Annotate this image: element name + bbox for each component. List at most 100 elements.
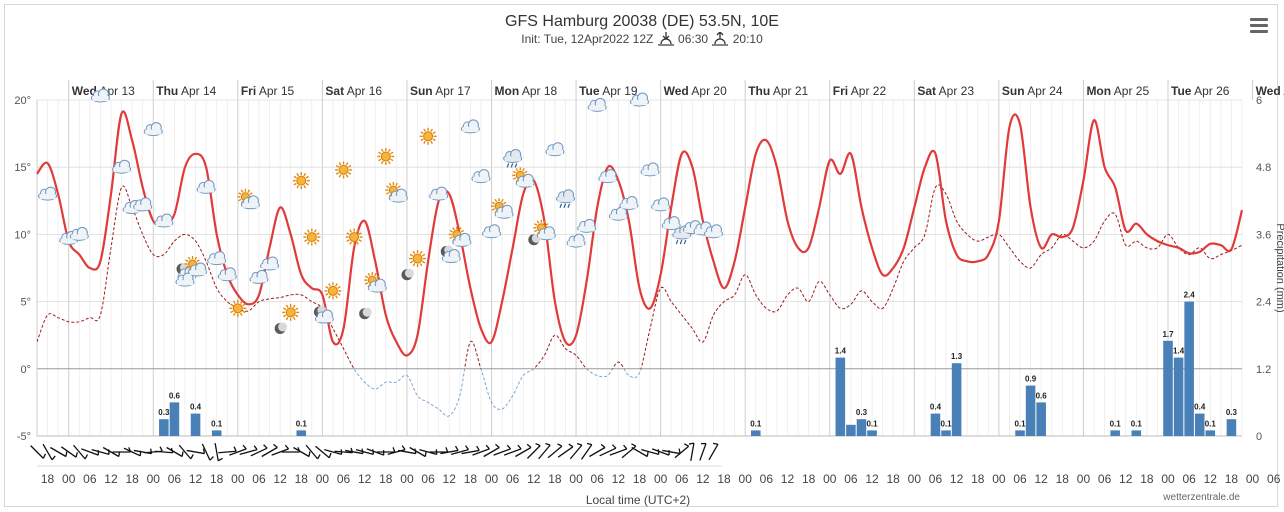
cloud-icon — [608, 206, 628, 221]
sun-ray — [432, 131, 436, 135]
sun-ray — [238, 198, 242, 202]
sun-ray — [338, 162, 342, 166]
wind-barb — [674, 443, 690, 459]
wind-barb-shaft — [569, 444, 583, 460]
day-label-weekday: Mon — [495, 84, 520, 98]
hour-label: 18 — [1225, 472, 1239, 486]
sun-ray — [230, 303, 234, 307]
cloud-part — [483, 231, 500, 237]
wind-barb-shaft — [293, 446, 310, 458]
precipitation-value-label: 1.3 — [951, 352, 963, 361]
precipitation-value-label: 0.1 — [1110, 419, 1122, 428]
sun-icon — [419, 127, 437, 145]
rain-icon — [503, 148, 523, 168]
wind-barb-flag — [611, 444, 617, 449]
precipitation-bar — [1226, 419, 1237, 436]
wind-barb-shaft — [631, 446, 648, 458]
rain-icon — [556, 189, 576, 208]
wind-barb-shaft — [515, 446, 532, 458]
hour-label: 00 — [992, 472, 1006, 486]
cloud-part — [39, 194, 56, 200]
wind-barb — [293, 446, 311, 458]
cloud-part — [589, 105, 606, 111]
cloud-part — [663, 223, 680, 229]
wind-barb — [60, 446, 78, 458]
precipitation-bar — [1173, 357, 1184, 436]
wind-barb-flag — [401, 445, 406, 451]
sun-ray — [423, 140, 426, 144]
wind-barb-flag — [454, 445, 459, 451]
y2-tick-label: 4.8 — [1256, 162, 1271, 174]
sun-ray — [295, 307, 299, 311]
y-tick-label: 0° — [20, 364, 31, 376]
wind-barb — [376, 447, 396, 453]
sun-ray — [239, 300, 243, 304]
hour-label: 06 — [168, 472, 182, 486]
precipitation-value-label: 0.1 — [866, 419, 878, 428]
precipitation-bar — [846, 424, 856, 436]
wind-barb-flag — [84, 454, 89, 460]
wind-barb-flag — [202, 448, 206, 454]
moon-shade — [362, 307, 372, 317]
y-tick-label: 5° — [20, 297, 31, 309]
sun-ray — [187, 256, 191, 261]
day-label-weekday: Fri — [833, 84, 848, 98]
menu-icon-bar — [1250, 30, 1268, 33]
sun-ray — [387, 160, 391, 165]
sun-disc — [232, 303, 243, 314]
hour-label: 12 — [527, 472, 541, 486]
hour-label: 12 — [358, 472, 372, 486]
wind-barb-shaft — [186, 449, 205, 455]
sunset-icon — [712, 31, 729, 46]
wind-barb-flag — [688, 442, 695, 445]
sun-cloud-icon — [512, 167, 535, 188]
wind-barb-shaft — [355, 449, 374, 455]
sun-ray — [335, 172, 340, 175]
sun-disc — [349, 232, 360, 243]
cloud-part — [219, 274, 236, 280]
wind-barb-shaft — [91, 449, 110, 455]
precipitation-value-label: 0.1 — [1014, 419, 1026, 428]
wind-barb — [461, 445, 480, 455]
wind-barb-flag — [495, 443, 500, 449]
sun-ray — [449, 236, 453, 240]
day-label-date: Apr 18 — [519, 84, 557, 98]
wind-barb — [609, 444, 628, 456]
cloud-part — [124, 207, 141, 213]
cloud-part — [390, 196, 407, 202]
sun-icon — [335, 161, 353, 179]
hour-label: 12 — [696, 472, 710, 486]
day-label-date: Apr 21 — [770, 84, 808, 98]
wind-barb — [305, 444, 321, 460]
hour-label: 00 — [1246, 472, 1260, 486]
sun-ray — [395, 182, 398, 187]
sun-ray — [386, 191, 390, 195]
wind-barb — [688, 442, 695, 461]
wind-barb — [557, 443, 574, 458]
y-axis: -5° 0° 5° 10° 15° 20° — [14, 95, 31, 443]
sun-ray — [491, 201, 496, 205]
sun-ray — [230, 310, 234, 314]
day-label-weekday: Thu — [156, 84, 178, 98]
sun-cloud-icon — [237, 188, 260, 210]
cloud-icon — [175, 272, 195, 287]
cloud-part — [462, 126, 479, 132]
wind-barb-flag — [465, 445, 470, 451]
hour-label: 06 — [1267, 472, 1281, 486]
wind-barb-flag — [600, 443, 606, 449]
day-label-date: Apr 25 — [1111, 84, 1149, 98]
hour-label: 18 — [125, 472, 139, 486]
cloud-icon — [260, 256, 280, 271]
chart-menu-button[interactable] — [1250, 18, 1268, 34]
wind-barb-shaft — [30, 445, 44, 459]
sun-ray — [534, 223, 538, 226]
sun-ray — [390, 151, 394, 155]
wind-barb-shaft — [81, 448, 99, 456]
hour-label: 06 — [1013, 472, 1027, 486]
precipitation-bar — [1025, 385, 1036, 436]
sun-ray — [293, 175, 297, 179]
wind-barb-shaft — [178, 444, 192, 460]
hour-labels: 18 00 06 12 18 00 06 12 18 00 06 12 18 00 06 12 18 00 06 12… — [41, 472, 1281, 486]
sun-disc — [412, 253, 423, 264]
chart-frame — [4, 4, 1278, 507]
